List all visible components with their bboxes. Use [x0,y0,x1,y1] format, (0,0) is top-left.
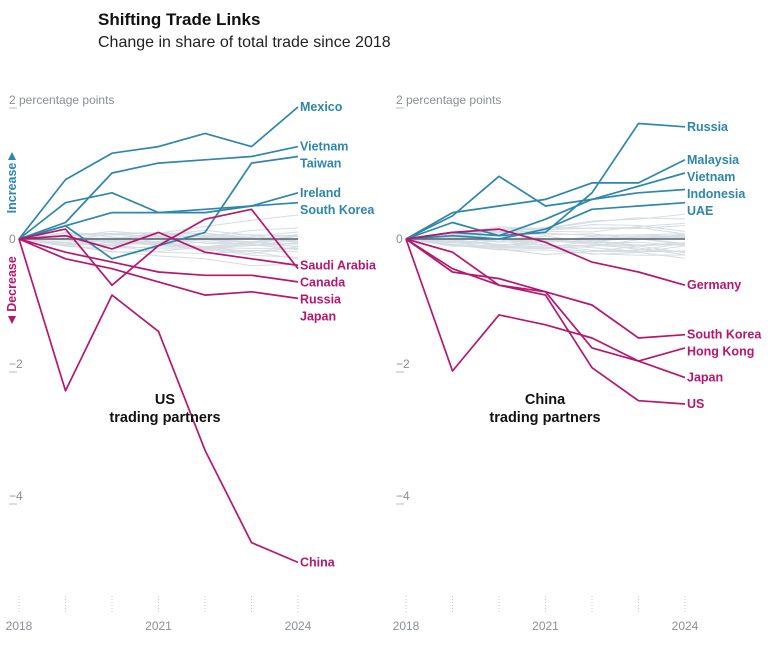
decrease-arrow-icon [8,316,16,324]
series-line-us-china [18,238,299,564]
series-line-china-south-korea [405,238,686,339]
series-label-us-taiwan: Taiwan [300,157,341,171]
series-label-china-hong-kong: Hong Kong [687,345,754,359]
series-line-china-germany [405,228,686,287]
series-label-china-south-korea: South Korea [687,328,762,342]
background-series-line-us [18,231,299,240]
series-label-china-us: US [687,397,704,411]
background-series-line-us [18,235,299,247]
y-tick-label-china: 2 percentage points [396,93,501,107]
series-label-china-germany: Germany [687,278,741,292]
increase-axis-label: Increase [5,163,19,214]
x-tick-label-china: 2021 [532,619,559,633]
chart-subtitle: Change in share of total trade since 201… [98,34,391,51]
x-tick-label-china: 2018 [393,619,420,633]
series-label-us-vietnam: Vietnam [300,140,348,154]
panel-title-us: US [155,392,175,408]
background-series-line-us [18,238,299,267]
series-line-china-malaysia [405,159,686,240]
y-tick-label-us: 2 percentage points [9,93,114,107]
series-line-china-japan [405,238,686,379]
series-line-china-hong-kong [405,238,686,362]
panel-title-china: China [525,392,566,408]
series-line-china-russia [405,122,686,240]
decrease-axis-label: Decrease [5,256,19,312]
series-label-us-ireland: Ireland [300,186,341,200]
x-tick-label-us: 2018 [6,619,33,633]
series-label-china-vietnam: Vietnam [687,170,735,184]
y-tick-label-us: 0 [9,232,16,246]
series-line-china-uae [405,201,686,240]
chart-title: Shifting Trade Links [98,10,261,29]
y-tick-label-us: −4 [9,489,23,503]
series-line-us-canada [18,208,299,287]
series-line-us-vietnam [18,145,299,240]
increase-arrow-icon [8,152,16,160]
series-line-china-vietnam [405,172,686,240]
panel-title-us: trading partners [109,410,220,426]
background-series-line-us [18,236,299,253]
y-tick-label-china: 0 [396,232,403,246]
panel-title-china: trading partners [489,410,600,426]
x-tick-label-us: 2024 [285,619,312,633]
series-label-us-china: China [300,555,336,569]
series-line-us-japan [18,238,299,300]
series-label-china-indonesia: Indonesia [687,187,746,201]
series-label-us-japan: Japan [300,309,336,323]
background-series-line-us [18,227,299,246]
series-label-us-russia: Russia [300,292,342,306]
y-tick-label-china: −4 [396,489,410,503]
series-label-us-saudi-arabia: Saudi Arabia [300,258,377,272]
series-label-china-japan: Japan [687,371,723,385]
series-label-us-south-korea: South Korea [300,203,375,217]
background-series-line-china [405,238,686,259]
series-line-us-mexico [18,106,299,240]
series-label-china-russia: Russia [687,120,729,134]
series-line-us-russia [18,238,299,283]
series-label-us-mexico: Mexico [300,100,343,114]
y-tick-label-us: −2 [9,357,23,371]
x-tick-label-us: 2021 [145,619,172,633]
y-tick-label-china: −2 [396,357,410,371]
background-series-line-us [18,234,299,243]
series-line-us-south-korea [18,201,299,240]
series-label-china-malaysia: Malaysia [687,153,740,167]
series-line-china-us [405,238,686,405]
series-line-us-saudi-arabia [18,231,299,267]
background-series-line-us [18,238,299,260]
series-label-us-canada: Canada [300,275,346,289]
series-label-china-uae: UAE [687,204,713,218]
x-tick-label-china: 2024 [672,619,699,633]
